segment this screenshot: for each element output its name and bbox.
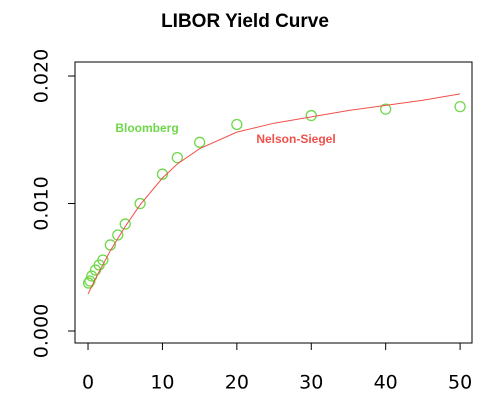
- x-tick-label: 20: [225, 372, 249, 394]
- data-point: [305, 109, 317, 122]
- chart-title: LIBOR Yield Curve: [161, 11, 329, 32]
- series-label: Nelson-Siegel: [256, 132, 335, 146]
- data-point: [112, 229, 124, 241]
- fit-line: [87, 93, 461, 295]
- x-tick-label: 0: [82, 372, 94, 394]
- x-tick-label: 40: [374, 372, 398, 394]
- data-point: [171, 151, 183, 164]
- y-tick-label: 0.020: [31, 49, 53, 103]
- series-label: Bloomberg: [115, 121, 178, 135]
- x-tick-label: 30: [299, 372, 323, 394]
- y-tick-label: 0.010: [31, 176, 53, 230]
- data-point: [231, 118, 243, 131]
- data-point: [454, 100, 466, 113]
- data-point: [134, 197, 146, 210]
- x-tick-label: 10: [150, 372, 174, 394]
- data-point: [193, 136, 206, 148]
- plot-frame: [74, 61, 473, 344]
- data-point: [156, 168, 169, 180]
- data-point: [119, 218, 131, 230]
- x-tick-label: 50: [448, 372, 472, 394]
- y-tick-label: 0.000: [31, 304, 53, 358]
- data-point: [380, 103, 392, 115]
